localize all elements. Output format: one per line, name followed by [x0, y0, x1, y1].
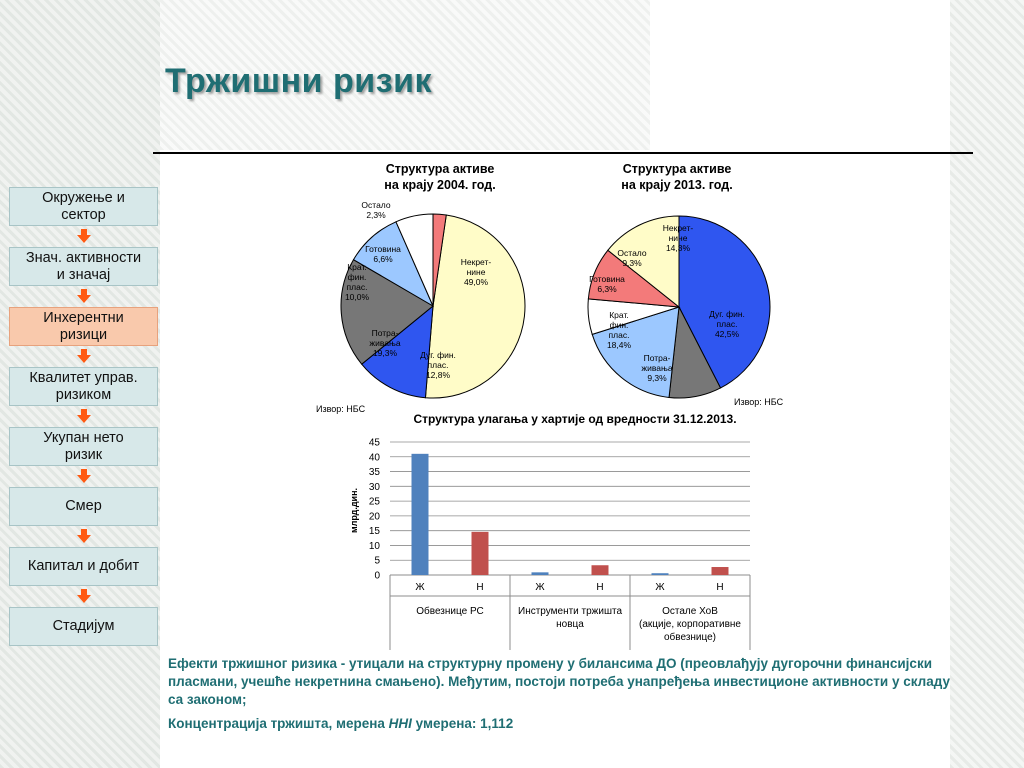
y-tick-label: 35	[369, 467, 381, 478]
pie-2013-title: Структура активе на крају 2013. год.	[621, 162, 733, 192]
pie-slice-потра--живања	[340, 258, 434, 365]
nav-item-6[interactable]: Смер	[9, 487, 158, 526]
bar-sub-label: Ж	[535, 582, 545, 593]
nav-item-label: Смер	[65, 498, 102, 514]
pie-chart-2004: Некрет-нине 49,0% Дуг. фин. плас. 12,8% Потра…	[340, 200, 526, 399]
nav-item-label: Знач. активности и значај	[25, 249, 142, 283]
nav-item-label: Инхерентни ризици	[43, 309, 124, 343]
nav-item-5[interactable]: Укупан нето ризик	[9, 427, 158, 466]
pie-slice-некрет--нине	[424, 214, 526, 399]
down-arrow-icon	[77, 409, 91, 423]
bar-sub-label: Н	[596, 582, 603, 593]
note-concentration-prefix: Концентрација тржишта, мерена	[168, 716, 389, 731]
title-divider	[153, 152, 973, 154]
background-pattern-top	[160, 0, 650, 150]
y-tick-label: 15	[369, 526, 381, 537]
pie-label-остало: Остало 2,3%	[361, 200, 390, 220]
y-axis-label: млрд.дин.	[349, 488, 359, 533]
pie-2004-source: Извор: НБС	[316, 404, 366, 414]
pie-label-потра--живања: Потра-живања 9,3%	[641, 353, 672, 383]
nav-item-label: Капитал и добит	[27, 558, 140, 574]
nav-item-label: Квалитет управ. ризиком	[29, 369, 138, 403]
bar-sub-label: Н	[716, 582, 723, 593]
down-arrow-icon	[77, 469, 91, 483]
pie-label-некрет--нине: Некрет-нине 14,3%	[663, 223, 694, 253]
down-arrow-icon	[77, 349, 91, 363]
bar-2-zh	[531, 572, 549, 575]
pie-label-крат-фин-плас: Крат. фин. плас. 10,0%	[345, 262, 370, 302]
nav-item-label: Укупан нето ризик	[43, 429, 124, 463]
nav-item-1[interactable]: Окружење и сектор	[9, 187, 158, 226]
bar-2-n	[591, 565, 609, 575]
pie-chart-2013: Дуг. фин. плас. 42,5% Потра-живања 9,3% Крат.…	[587, 215, 771, 399]
nav-item-7[interactable]: Капитал и добит	[9, 547, 158, 586]
pie-slice-некрет--нине	[607, 215, 680, 309]
y-tick-label: 40	[369, 452, 381, 463]
y-tick-label: 10	[369, 541, 381, 552]
down-arrow-icon	[77, 229, 91, 243]
bar-sub-label: Ж	[655, 582, 665, 593]
y-tick-label: 0	[374, 571, 380, 582]
x-group-label: Обвезнице РС	[416, 605, 483, 617]
pie-slice-крат-фин-плас	[591, 306, 680, 399]
down-arrow-icon	[77, 289, 91, 303]
pie-label-готовина: Готовина 6,3%	[589, 274, 625, 294]
x-group-label: Инструменти тржишта новца	[518, 606, 622, 630]
slide-title: Тржишни ризик	[165, 62, 433, 100]
bar-chart-securities: 0 5 10 15 20 25 30 35 40 45 млрд.дин. Ж Н Обвезнице Р…	[349, 438, 751, 650]
pie-label-крат-фин-плас: Крат. фин. плас. 18,4%	[607, 310, 632, 350]
pie-slice-дуг-фин-плас	[678, 215, 771, 389]
nav-item-3[interactable]: Инхерентни ризици	[9, 307, 158, 346]
pie-label-остало: Остало 9,3%	[617, 248, 646, 268]
y-tick-label: 5	[374, 556, 380, 567]
bar-3-zh	[651, 573, 669, 575]
nav-item-4[interactable]: Квалитет управ. ризиком	[9, 367, 158, 406]
pie-2013-source: Извор: НБС	[734, 397, 784, 407]
bar-chart-title: Структура улагања у хартије од вредности…	[413, 412, 737, 426]
notes-text: Ефекти тржишног ризика - утицали на стру…	[168, 655, 968, 739]
nav-item-2[interactable]: Знач. активности и значај	[9, 247, 158, 286]
bar-sub-label: Н	[476, 582, 483, 593]
nav-item-label: Окружење и сектор	[42, 189, 125, 223]
y-tick-label: 25	[369, 497, 381, 508]
bar-1-zh	[411, 453, 429, 575]
y-tick-label: 30	[369, 482, 381, 493]
pie-label-потра--живања: Потра-живања 19,3%	[369, 328, 400, 358]
note-market-risk-effects: Ефекти тржишног ризика - утицали на стру…	[168, 656, 950, 707]
down-arrow-icon	[77, 589, 91, 603]
nav-item-8[interactable]: Стадијум	[9, 607, 158, 646]
bar-3-n	[711, 567, 729, 575]
pie-label-дуг-фин-плас: Дуг. фин. плас. 42,5%	[709, 309, 745, 339]
note-hhi: HHI	[388, 716, 412, 731]
pie-label-некрет--нине: Некрет-нине 49,0%	[461, 257, 492, 287]
down-arrow-icon	[77, 529, 91, 543]
pie-2004-title: Структура активе на крају 2004. год.	[384, 162, 496, 192]
note-concentration: Концентрација тржишта, мерена HHI умерен…	[168, 715, 968, 733]
x-group-label: Остале ХоВ (акције, корпоративне обвезнице…	[639, 606, 741, 643]
y-tick-label: 45	[369, 438, 381, 449]
background-pattern-right	[950, 0, 1024, 768]
y-tick-label: 20	[369, 511, 381, 522]
pie-label-дуг-фин-плас: Дуг. фин. плас. 12,8%	[420, 350, 456, 380]
pie-slice-остало	[432, 213, 447, 307]
nav-item-label: Стадијум	[52, 618, 115, 634]
bar-1-n	[471, 531, 489, 575]
note-concentration-value: умерена: 1,112	[411, 716, 514, 731]
pie-slice-дуг-фин-плас	[361, 304, 434, 399]
pie-label-готовина: Готовина 6,6%	[365, 244, 401, 264]
bar-sub-label: Ж	[415, 582, 425, 593]
